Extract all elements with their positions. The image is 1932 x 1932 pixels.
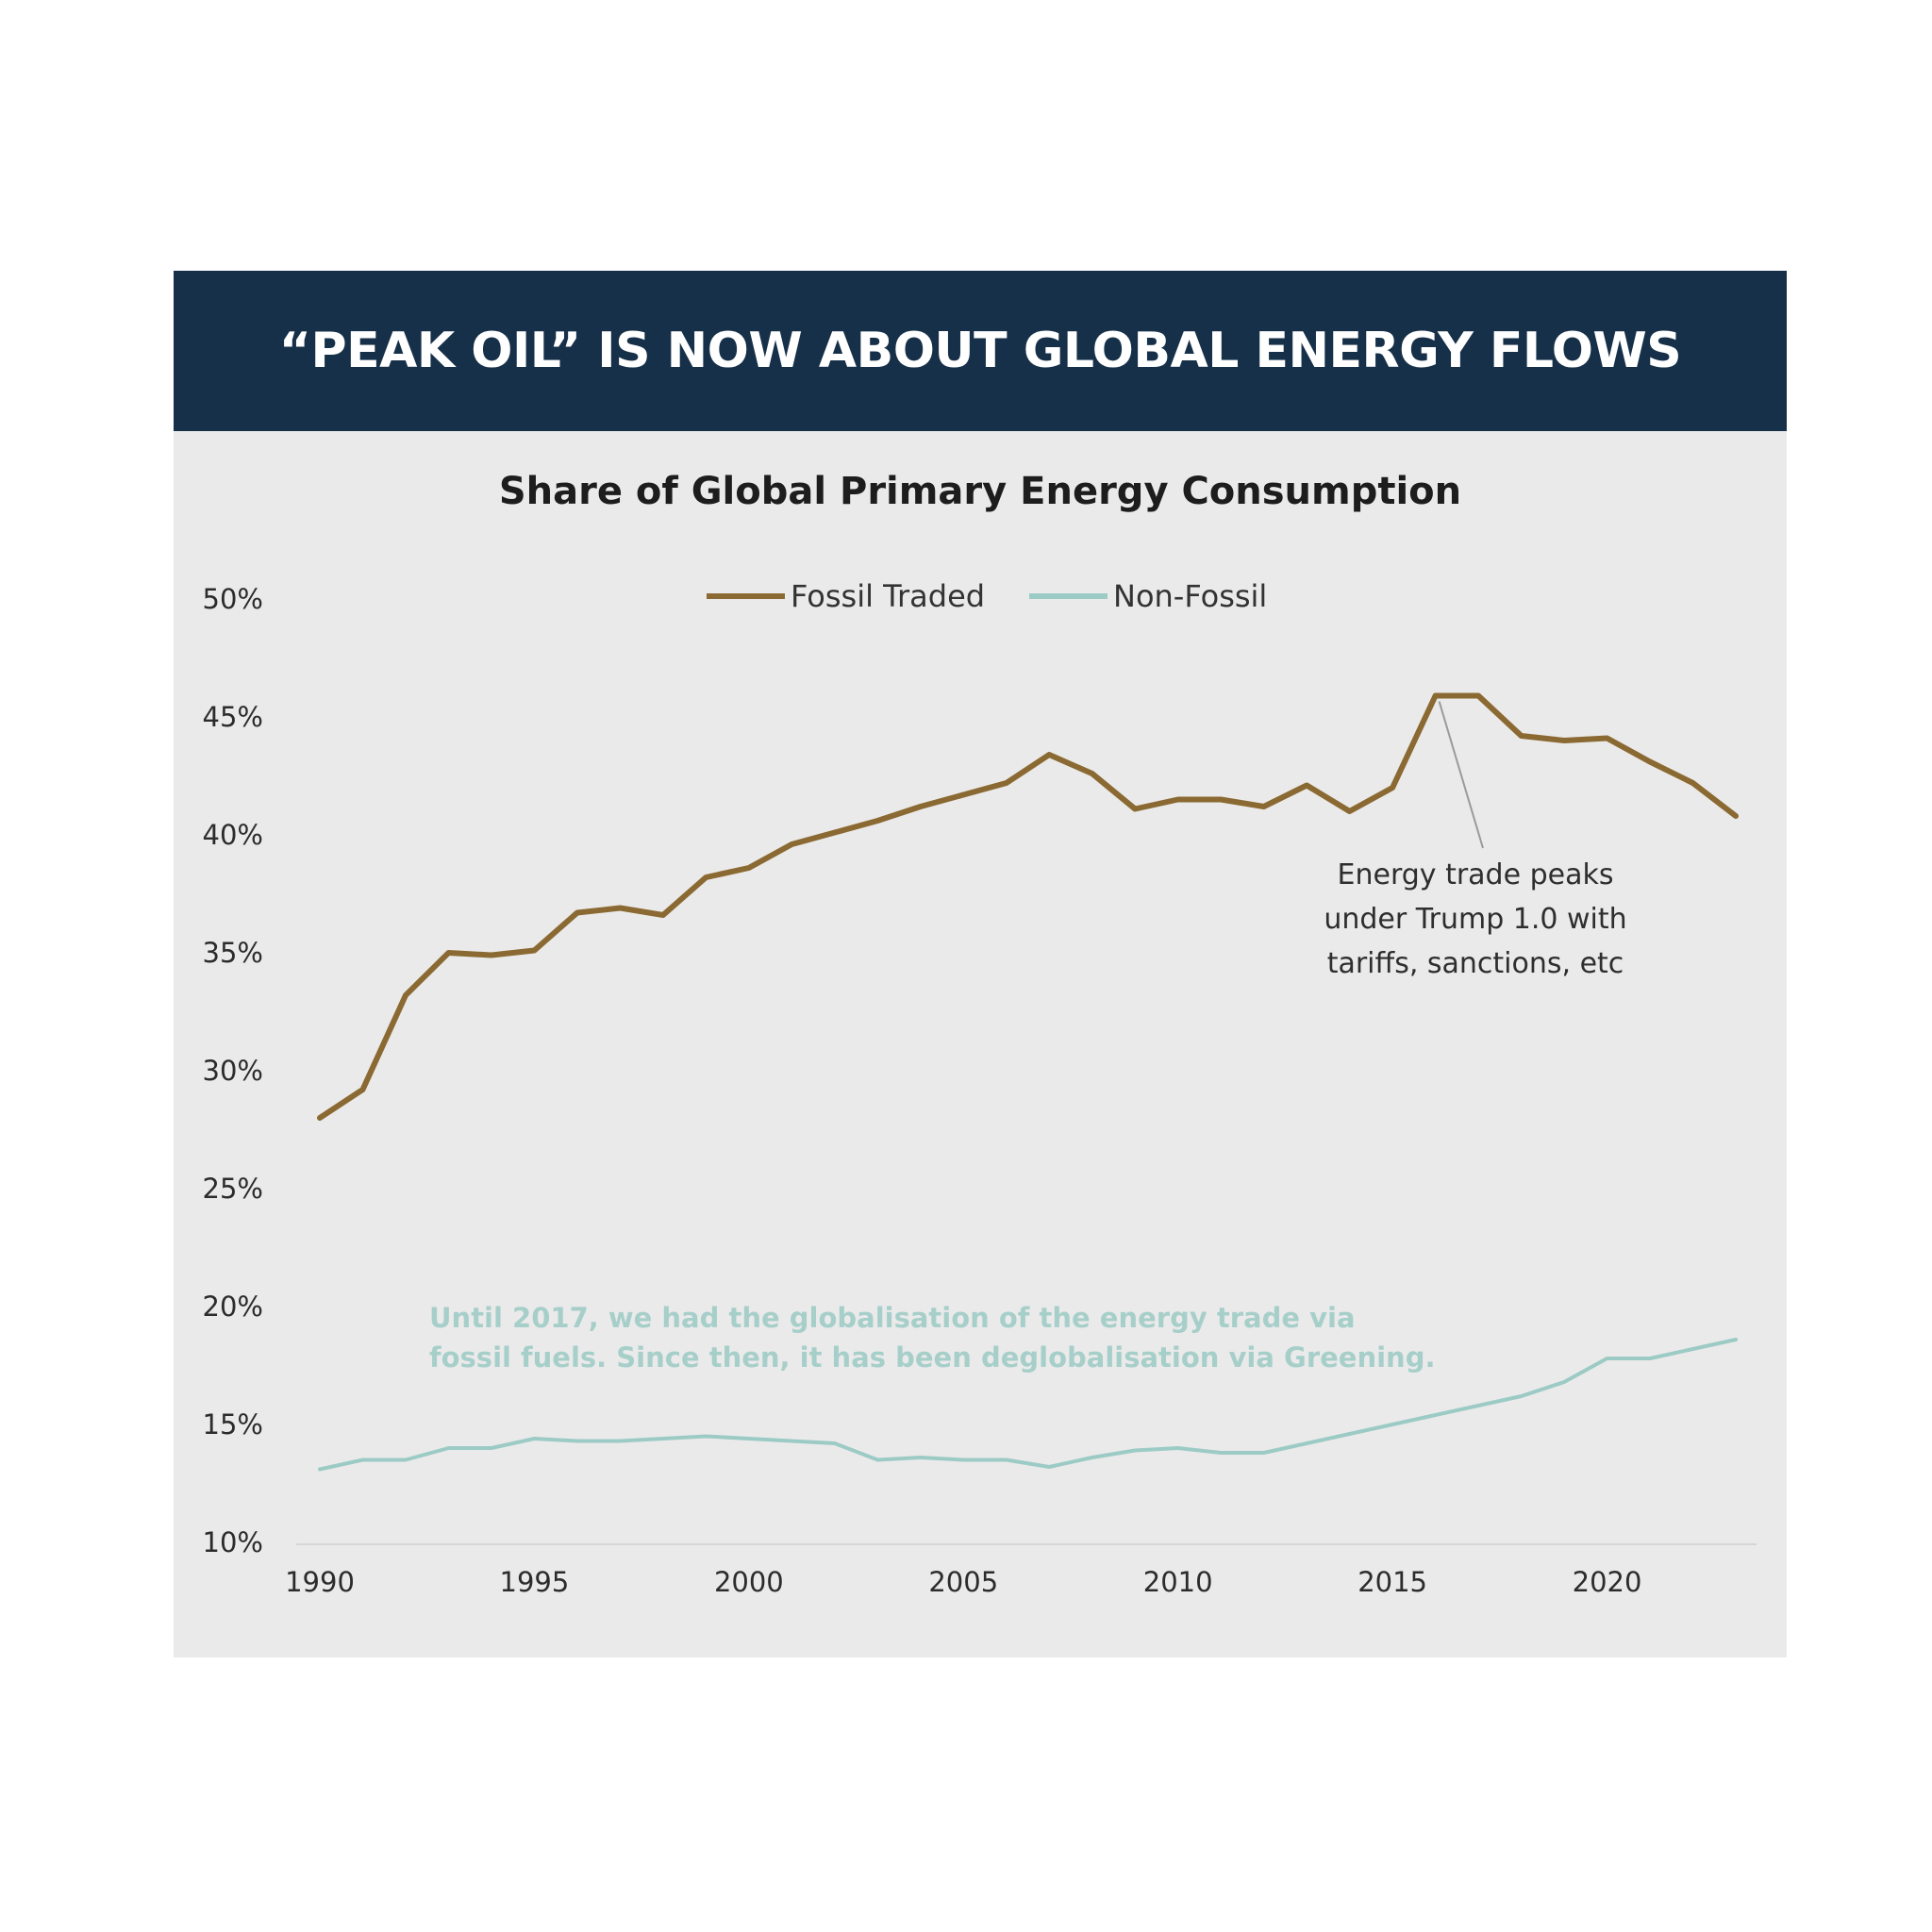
annotation-trade-peak: Energy trade peaks under Trump 1.0 with … bbox=[1324, 701, 1627, 980]
annotation-leader-line bbox=[1438, 701, 1484, 849]
legend-label-fossil-traded: Fossil Traded bbox=[791, 578, 985, 614]
x-tick-label: 2020 bbox=[1573, 1566, 1642, 1598]
y-axis: 10% 15% 20% 25% 30% 35% 40% 45% 50% bbox=[203, 583, 263, 1558]
y-tick-label: 25% bbox=[203, 1173, 263, 1205]
legend: Fossil Traded Non-Fossil bbox=[707, 578, 1267, 614]
series-line-non-fossil bbox=[318, 1338, 1738, 1472]
y-tick-label: 40% bbox=[203, 819, 263, 851]
x-axis: 1990 1995 2000 2005 2010 2015 2020 bbox=[285, 1566, 1641, 1598]
series-group bbox=[317, 692, 1739, 1472]
y-tick-label: 35% bbox=[203, 937, 263, 969]
annotation-trade-peak-line-1: Energy trade peaks bbox=[1338, 858, 1614, 891]
chart-title: Share of Global Primary Energy Consumpti… bbox=[499, 470, 1461, 513]
annotation-trade-peak-line-2: under Trump 1.0 with bbox=[1324, 903, 1626, 936]
y-tick-label: 15% bbox=[203, 1408, 263, 1441]
y-tick-label: 30% bbox=[203, 1055, 263, 1087]
x-tick-label: 2000 bbox=[714, 1566, 784, 1598]
x-tick-label: 1995 bbox=[500, 1566, 570, 1598]
annotation-trade-peak-line-3: tariffs, sanctions, etc bbox=[1327, 947, 1624, 980]
legend-label-non-fossil: Non-Fossil bbox=[1113, 578, 1267, 614]
annotation-greening-line-2: fossil fuels. Since then, it has been de… bbox=[429, 1341, 1435, 1374]
x-tick-label: 1990 bbox=[285, 1566, 355, 1598]
x-tick-label: 2010 bbox=[1143, 1566, 1213, 1598]
series-line-fossil-traded bbox=[317, 692, 1739, 1121]
line-chart: Share of Global Primary Energy Consumpti… bbox=[203, 470, 1757, 1598]
banner: “PEAK OIL” IS NOW ABOUT GLOBAL ENERGY FL… bbox=[174, 271, 1787, 431]
y-tick-label: 10% bbox=[203, 1526, 263, 1558]
y-tick-label: 45% bbox=[203, 701, 263, 733]
annotation-greening-line-1: Until 2017, we had the globalisation of … bbox=[429, 1302, 1356, 1334]
x-tick-label: 2005 bbox=[928, 1566, 998, 1598]
chart-card: “PEAK OIL” IS NOW ABOUT GLOBAL ENERGY FL… bbox=[174, 271, 1787, 1657]
y-tick-label: 50% bbox=[203, 583, 263, 615]
annotation-greening: Until 2017, we had the globalisation of … bbox=[429, 1302, 1435, 1374]
x-tick-label: 2015 bbox=[1357, 1566, 1427, 1598]
banner-title: “PEAK OIL” IS NOW ABOUT GLOBAL ENERGY FL… bbox=[278, 323, 1682, 379]
y-tick-label: 20% bbox=[203, 1291, 263, 1323]
